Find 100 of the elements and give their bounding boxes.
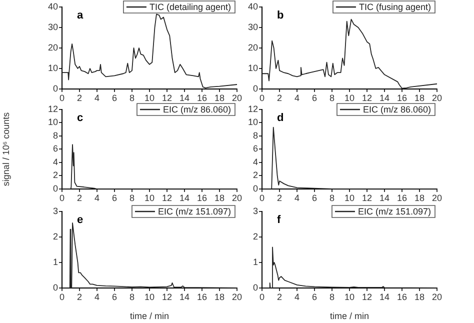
- x-tick-label: 0: [59, 292, 65, 302]
- x-tick-label: 18: [414, 192, 425, 203]
- x-tick-label: 18: [214, 92, 225, 103]
- x-tick-label: 2: [76, 292, 82, 302]
- x-tick-label: 16: [196, 292, 208, 302]
- y-tick-label: 2: [52, 231, 58, 242]
- x-tick-label: 12: [362, 92, 372, 103]
- y-tick-label: 10: [248, 117, 258, 128]
- y-axis-title: signal / 10⁶ counts: [0, 112, 11, 186]
- x-tick-label: 6: [312, 292, 318, 302]
- y-tick-label: 0: [252, 183, 258, 194]
- x-tick-label: 4: [94, 92, 100, 103]
- x-tick-label: 0: [259, 92, 265, 103]
- x-tick-label: 2: [276, 292, 282, 302]
- x-tick-label: 10: [344, 292, 355, 302]
- x-tick-label: 16: [196, 92, 208, 103]
- y-tick-label: 8: [52, 130, 58, 140]
- x-tick-label: 10: [144, 292, 155, 302]
- chart-title: d: [277, 112, 284, 124]
- x-tick-label: 12: [362, 192, 372, 203]
- y-tick-label: 4: [52, 156, 58, 167]
- x-tick-label: 6: [112, 192, 118, 203]
- x-axis-title: time / min: [330, 311, 370, 322]
- x-tick-label: 8: [129, 192, 135, 203]
- y-tick-label: 1: [252, 256, 258, 267]
- chart-title: c: [77, 112, 84, 124]
- legend-label: EIC (m/z 151.097): [158, 206, 232, 216]
- y-tick-label: 20: [48, 42, 58, 52]
- x-tick-label: 4: [294, 192, 300, 203]
- x-tick-label: 20: [432, 192, 442, 203]
- y-tick-label: 0: [52, 83, 58, 94]
- x-tick-label: 6: [312, 92, 318, 103]
- x-tick-label: 12: [162, 92, 172, 103]
- x-tick-label: 20: [232, 292, 242, 302]
- x-tick-label: 14: [179, 192, 190, 203]
- x-tick-label: 14: [379, 292, 390, 302]
- x-tick-label: 18: [414, 292, 425, 302]
- x-tick-label: 0: [259, 192, 265, 203]
- x-tick-label: 12: [362, 292, 372, 302]
- x-tick-label: 20: [232, 192, 242, 203]
- y-tick-label: 12: [248, 104, 258, 114]
- y-tick-label: 10: [248, 62, 258, 73]
- x-tick-label: 6: [112, 92, 118, 103]
- y-tick-label: 2: [52, 170, 58, 180]
- legend-label: TIC (fusing agent): [358, 2, 432, 12]
- y-tick-label: 30: [48, 22, 58, 32]
- x-tick-label: 14: [379, 192, 390, 203]
- chart-title: a: [77, 10, 84, 22]
- x-tick-label: 4: [294, 92, 300, 103]
- y-tick-label: 10: [48, 117, 58, 128]
- y-tick-label: 0: [252, 83, 258, 94]
- y-tick-label: 0: [52, 282, 58, 292]
- x-tick-label: 8: [329, 192, 335, 203]
- x-tick-label: 14: [179, 292, 190, 302]
- x-tick-label: 18: [414, 92, 425, 103]
- chart-title: f: [277, 214, 281, 226]
- y-tick-label: 3: [252, 206, 258, 216]
- y-tick-label: 6: [52, 144, 58, 154]
- legend-label: EIC (m/z 86.060): [162, 104, 232, 114]
- legend-label: TIC (detailing agent): [149, 2, 232, 12]
- x-tick-label: 16: [396, 192, 408, 203]
- y-tick-label: 0: [52, 183, 58, 194]
- x-tick-label: 0: [59, 192, 65, 203]
- x-tick-label: 16: [396, 92, 408, 103]
- y-tick-label: 6: [252, 144, 258, 154]
- x-tick-label: 8: [329, 292, 335, 302]
- x-tick-label: 4: [94, 192, 100, 203]
- y-tick-label: 2: [252, 231, 258, 242]
- x-tick-label: 6: [312, 192, 318, 203]
- x-tick-label: 10: [344, 192, 355, 203]
- x-tick-label: 10: [144, 192, 155, 203]
- x-tick-label: 8: [329, 92, 335, 103]
- x-tick-label: 10: [344, 92, 355, 103]
- y-tick-label: 40: [48, 1, 58, 12]
- chart-title: b: [277, 10, 284, 22]
- x-tick-label: 16: [196, 192, 208, 203]
- x-tick-label: 20: [232, 92, 242, 103]
- x-tick-label: 8: [129, 92, 135, 103]
- x-tick-label: 0: [59, 92, 65, 103]
- y-tick-label: 2: [252, 170, 258, 180]
- x-tick-label: 8: [129, 292, 135, 302]
- x-tick-label: 10: [144, 92, 155, 103]
- x-tick-label: 14: [379, 92, 390, 103]
- y-tick-label: 40: [248, 1, 258, 12]
- x-tick-label: 2: [76, 192, 82, 203]
- y-tick-label: 20: [248, 42, 258, 52]
- x-tick-label: 20: [432, 92, 442, 103]
- x-axis-title: time / min: [130, 311, 170, 322]
- y-tick-label: 3: [52, 206, 58, 216]
- legend-label: EIC (m/z 151.097): [358, 206, 432, 216]
- x-tick-label: 12: [162, 192, 172, 203]
- x-tick-label: 2: [76, 92, 82, 103]
- x-tick-label: 4: [94, 292, 100, 302]
- x-tick-label: 2: [276, 192, 282, 203]
- y-tick-label: 0: [252, 282, 258, 292]
- y-tick-label: 1: [52, 256, 58, 267]
- x-tick-label: 4: [294, 292, 300, 302]
- x-tick-label: 20: [432, 292, 442, 302]
- y-tick-label: 4: [252, 156, 258, 167]
- x-tick-label: 2: [276, 92, 282, 103]
